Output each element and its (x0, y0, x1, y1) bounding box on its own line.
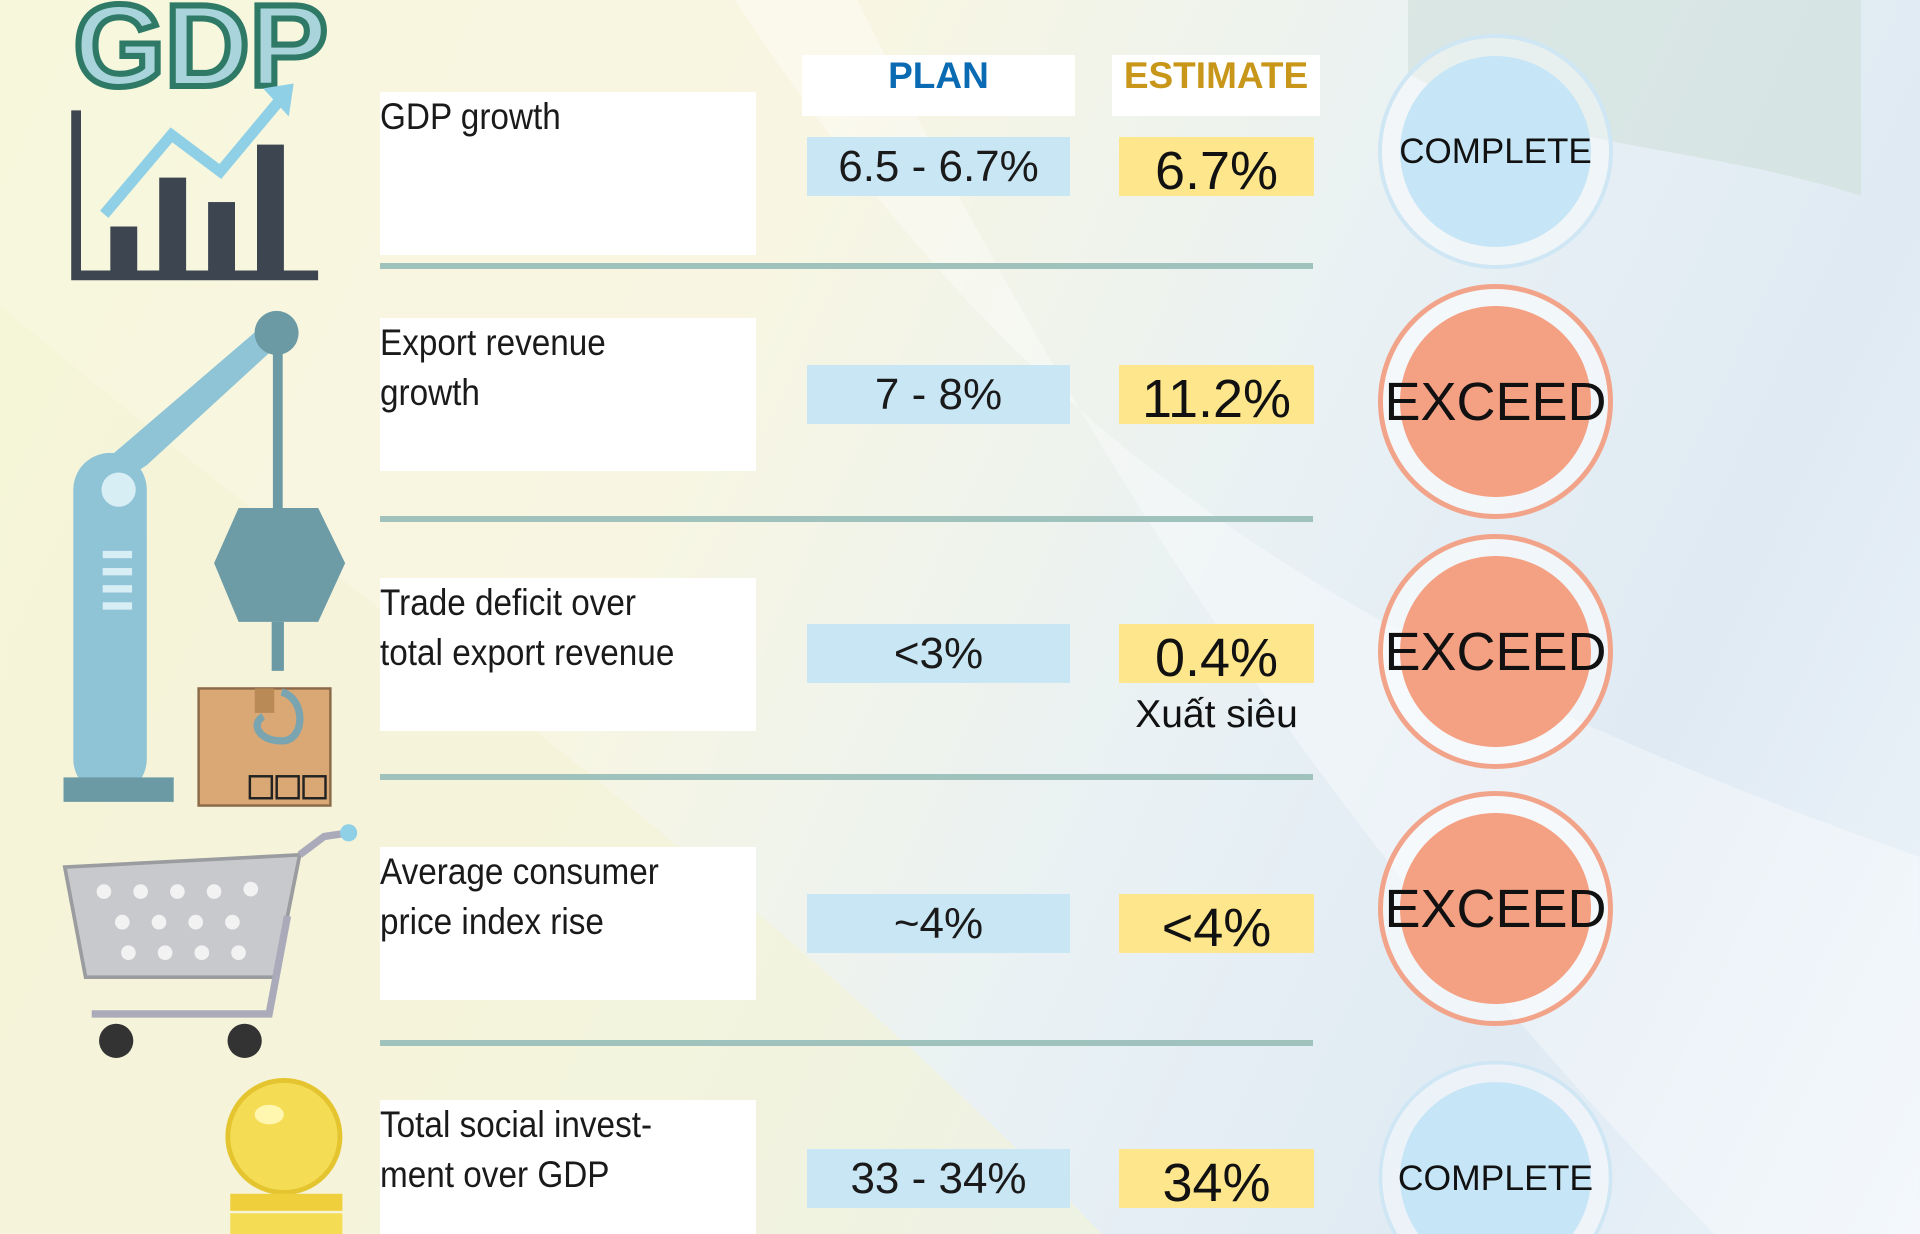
box-icon (197, 687, 332, 807)
label-line: Average consumer (380, 851, 659, 892)
status-badge-complete: COMPLETE (1378, 34, 1613, 269)
estimate-value: 0.4% (1119, 624, 1314, 688)
status-text: EXCEED (1384, 306, 1607, 497)
coins-icon (225, 1078, 343, 1234)
estimate-value: 6.7% (1119, 137, 1314, 201)
row-label-trade-deficit: Trade deficit over total export revenue (380, 578, 756, 731)
gdp-chart-icon: GDP (71, 0, 331, 281)
row-label-export-revenue: Export revenue growth (380, 318, 756, 471)
row-divider (380, 1040, 1313, 1046)
shopping-cart-icon (62, 824, 358, 1058)
plan-value: <3% (807, 624, 1070, 683)
estimate-value: 11.2% (1119, 365, 1314, 429)
estimate-header: ESTIMATE (1112, 55, 1320, 116)
label-line: GDP growth (380, 96, 561, 137)
status-text: EXCEED (1384, 813, 1607, 1004)
status-text: COMPLETE (1399, 56, 1592, 247)
status-badge-exceed: EXCEED (1378, 534, 1613, 769)
plan-value: ~4% (807, 894, 1070, 953)
label-line: Export revenue (380, 322, 606, 363)
row-label-cpi: Average consumer price index rise (380, 847, 756, 1000)
status-badge-exceed: EXCEED (1378, 791, 1613, 1026)
status-text: COMPLETE (1398, 1158, 1593, 1198)
plan-value: 7 - 8% (807, 365, 1070, 424)
label-line: price index rise (380, 901, 604, 942)
status-badge-exceed: EXCEED (1378, 284, 1613, 519)
row-label-social-investment: Total social invest-ment over GDP (380, 1100, 756, 1234)
label-line: ment over GDP (380, 1154, 610, 1195)
row-divider (380, 263, 1313, 269)
estimate-value: <4% (1119, 894, 1314, 958)
estimate-note: Xuất siêu (1135, 693, 1298, 736)
crane-icon (63, 310, 346, 802)
label-line: Trade deficit over (380, 582, 637, 623)
label-line: total export revenue (380, 632, 675, 673)
estimate-value: 34% (1119, 1149, 1314, 1213)
plan-value: 33 - 34% (807, 1149, 1070, 1208)
row-label-gdp-growth: GDP growth (380, 92, 756, 255)
row-divider (380, 516, 1313, 522)
plan-header: PLAN (802, 55, 1075, 116)
row-divider (380, 774, 1313, 780)
label-line: Total social invest- (380, 1104, 653, 1145)
plan-value: 6.5 - 6.7% (807, 137, 1070, 196)
status-text: EXCEED (1384, 556, 1607, 747)
label-line: growth (380, 372, 480, 413)
status-badge-complete: COMPLETE (1378, 1060, 1613, 1234)
